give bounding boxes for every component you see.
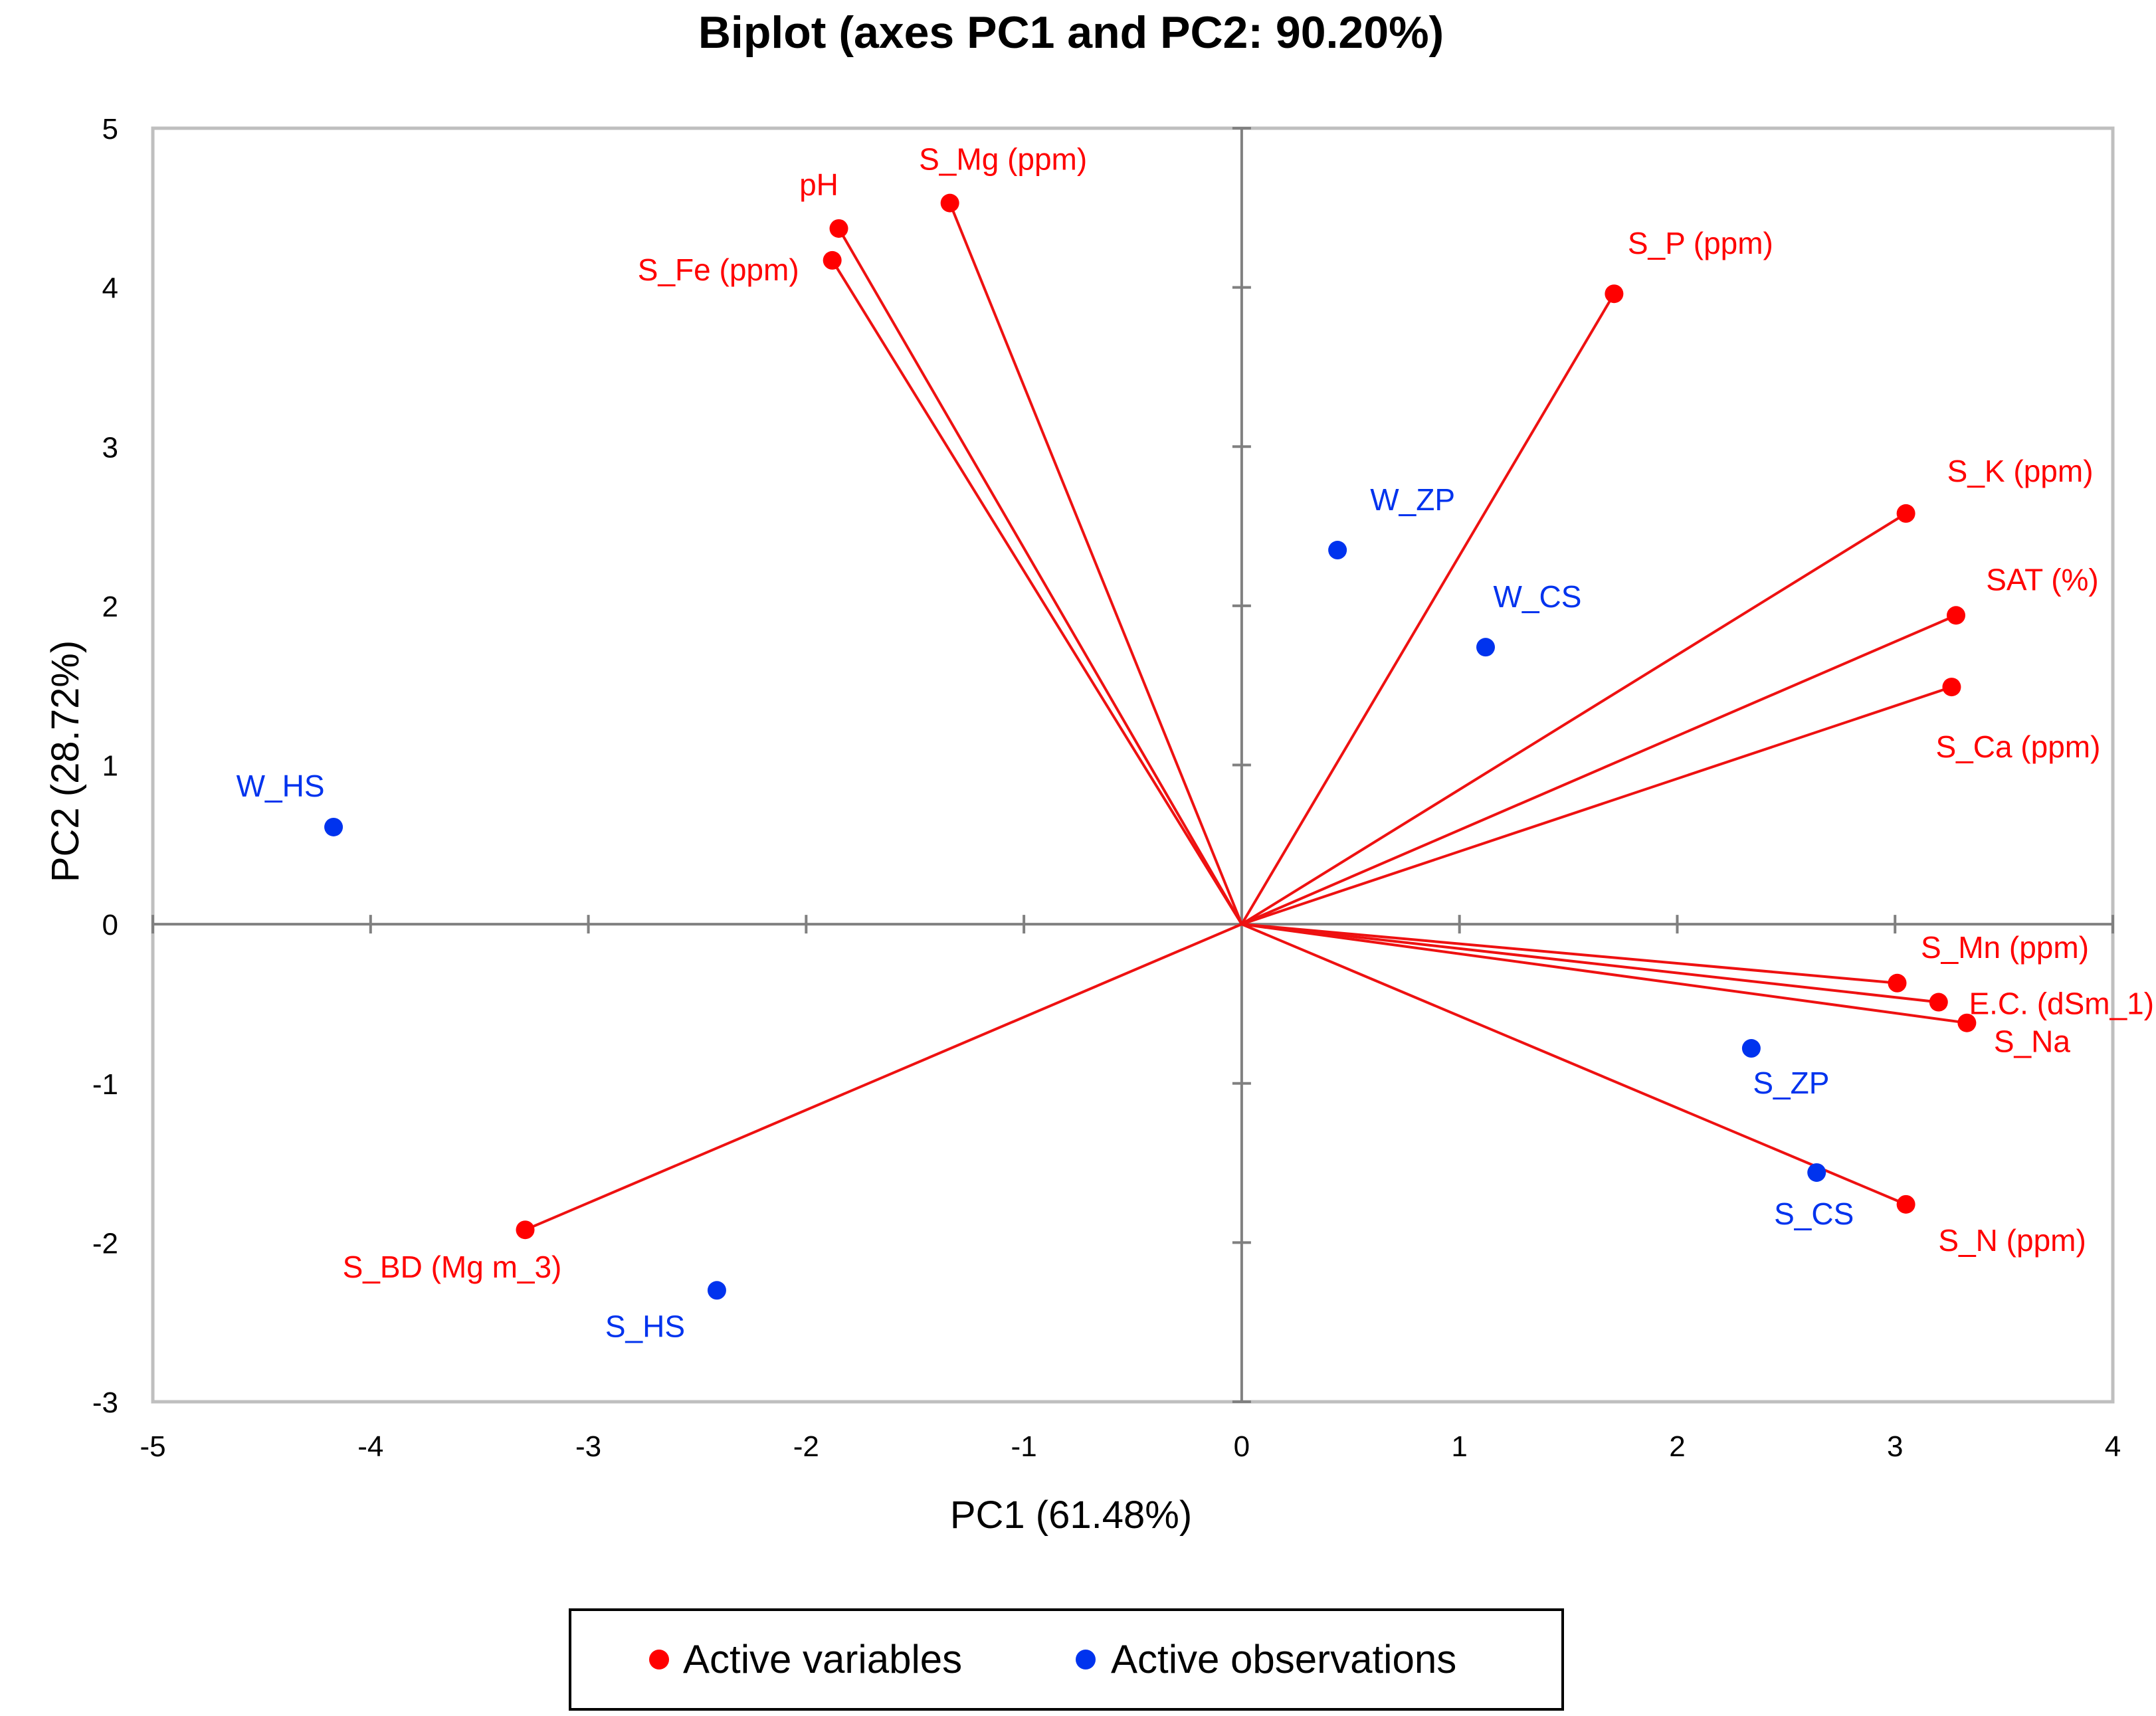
variable-vectors (524, 202, 1967, 1232)
observation-point-s-hs (707, 1281, 726, 1300)
variable-point-s-n-ppm (1896, 1194, 1915, 1214)
vector-s-mg-ppm (948, 202, 1243, 925)
point-label-ph: pH (799, 167, 838, 202)
point-label-w-hs: W_HS (237, 769, 325, 803)
legend-box (569, 1608, 1564, 1711)
point-label-s-k-ppm: S_K (ppm) (1947, 454, 2094, 488)
variable-point-s-bd-mg-m-3 (516, 1220, 535, 1240)
point-label-s-bd-mg-m-3: S_BD (Mg m_3) (343, 1250, 562, 1284)
variable-point-s-mg-ppm (940, 193, 959, 213)
plot-area (151, 126, 2115, 1404)
x-tick-label: -1 (1011, 1430, 1037, 1463)
point-label-w-cs: W_CS (1494, 579, 1582, 614)
variable-point-s-p-ppm (1605, 284, 1624, 304)
vector-s-k-ppm (1240, 512, 1907, 925)
x-axis-title: PC1 (61.48%) (950, 1493, 1192, 1537)
vector-s-mn-ppm (1241, 923, 1898, 985)
chart-title: Biplot (axes PC1 and PC2: 90.20%) (698, 7, 1444, 58)
vector-s-na (1241, 923, 1967, 1024)
x-tick-label: -4 (357, 1430, 383, 1463)
y-tick-label: -1 (92, 1068, 118, 1101)
x-tick-label: 0 (1234, 1430, 1250, 1463)
vector-e-c-dsm-1 (1241, 923, 1939, 1004)
data-points (324, 193, 1977, 1300)
y-tick-label: 2 (102, 591, 118, 623)
vector-s-p-ppm (1240, 293, 1616, 925)
observation-point-w-cs (1476, 638, 1495, 657)
variable-point-s-k-ppm (1896, 504, 1915, 523)
point-label-s-n-ppm: S_N (ppm) (1938, 1223, 2086, 1258)
vector-s-fe-ppm (831, 259, 1243, 925)
point-label-s-mn-ppm: S_Mn (ppm) (1921, 930, 2089, 965)
y-tick-label: 5 (102, 113, 118, 145)
x-tick-label: 1 (1451, 1430, 1467, 1463)
observation-point-s-zp (1741, 1039, 1761, 1058)
variable-point-e-c-dsm-1 (1929, 993, 1948, 1012)
variable-point-ph (829, 219, 848, 238)
observation-point-s-cs (1807, 1163, 1826, 1182)
point-label-s-na: S_Na (1994, 1024, 2070, 1059)
point-label-e-c-dsm-1: E.C. (dSm_1) (1969, 987, 2154, 1021)
y-tick-label: 0 (102, 909, 118, 941)
point-labels: pH S_Mg (ppm) S_Fe (ppm) S_P (ppm) S_K (ppm)… (237, 142, 2154, 1344)
vector-ph (837, 227, 1243, 925)
legend-label-active-observations: Active observations (1111, 1637, 1456, 1681)
y-tick-label: -2 (92, 1227, 118, 1260)
variable-point-sat (1947, 606, 1965, 625)
x-tick-label: -2 (793, 1430, 819, 1463)
x-tick-label: 4 (2105, 1430, 2121, 1463)
variable-point-s-ca-ppm (1942, 678, 1961, 697)
legend-marker-active-observations (1076, 1650, 1096, 1669)
plot-frame (151, 126, 2115, 1404)
point-label-sat: SAT (%) (1986, 562, 2099, 597)
vector-s-bd-mg-m-3 (524, 923, 1242, 1232)
point-label-s-p-ppm: S_P (ppm) (1628, 226, 1773, 260)
axis-ticks: -5 -4 -3 -2 -1 0 1 2 3 4 -3 -2 -1 0 1 2 3 4 5 (92, 113, 2121, 1463)
y-tick-label: 4 (102, 272, 118, 305)
observation-point-w-zp (1328, 541, 1347, 560)
y-tick-label: 3 (102, 431, 118, 464)
point-label-s-hs: S_HS (605, 1309, 685, 1343)
y-axis-title: PC2 (28.72%) (44, 640, 87, 882)
x-tick-label: -3 (575, 1430, 601, 1463)
vector-sat (1241, 614, 1957, 925)
legend-label-active-variables: Active variables (683, 1637, 962, 1681)
observation-point-w-hs (324, 817, 343, 836)
point-label-s-zp: S_ZP (1753, 1066, 1829, 1100)
x-tick-label: 2 (1669, 1430, 1685, 1463)
legend-marker-active-variables (649, 1650, 669, 1669)
point-label-w-zp: W_ZP (1370, 482, 1455, 517)
point-label-s-ca-ppm: S_Ca (ppm) (1935, 729, 2100, 764)
variable-point-s-na (1957, 1013, 1977, 1032)
vector-s-ca-ppm (1241, 686, 1953, 926)
x-tick-label: -5 (140, 1430, 165, 1463)
y-tick-label: -3 (92, 1386, 118, 1419)
variable-point-s-fe-ppm (823, 250, 842, 270)
x-tick-label: 3 (1887, 1430, 1903, 1463)
variable-point-s-mn-ppm (1888, 973, 1907, 993)
legend: Active variables Active observations (569, 1608, 1564, 1711)
point-label-s-cs: S_CS (1774, 1196, 1854, 1231)
point-label-s-mg-ppm: S_Mg (ppm) (919, 142, 1087, 177)
vector-s-n-ppm (1241, 923, 1907, 1206)
y-tick-label: 1 (102, 750, 118, 783)
point-label-s-fe-ppm: S_Fe (ppm) (638, 252, 799, 287)
